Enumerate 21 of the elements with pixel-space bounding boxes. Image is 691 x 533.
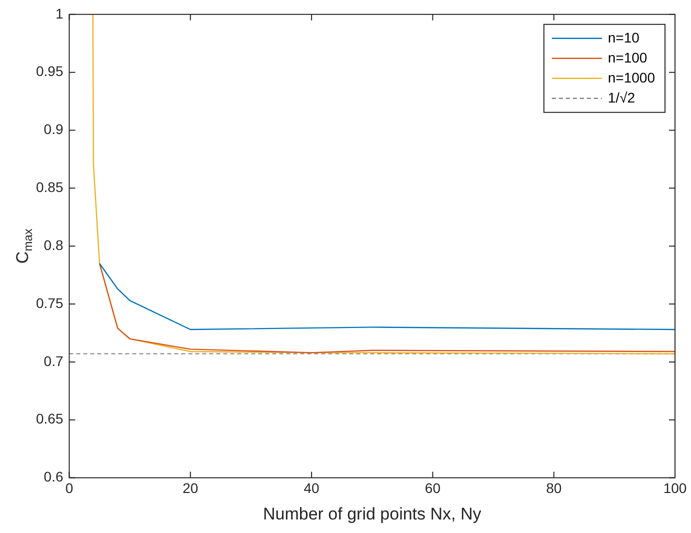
x-axis-title: Number of grid points Nx, Ny — [263, 504, 482, 524]
y-tick-label: 0.85 — [36, 179, 64, 196]
y-tick-label: 0.7 — [44, 352, 64, 369]
x-tick-label: 20 — [182, 480, 198, 496]
legend-label: n=10 — [608, 29, 640, 46]
y-tick-label: 0.6 — [44, 468, 64, 485]
y-tick-label: 0.95 — [36, 63, 64, 80]
y-axis-title: Cmax — [13, 228, 35, 264]
y-tick-label: 1 — [55, 5, 64, 22]
legend-label: n=1000 — [608, 69, 656, 86]
x-tick-label: 100 — [663, 480, 687, 496]
x-tick-label: 40 — [304, 480, 320, 496]
legend-label: n=100 — [608, 49, 648, 66]
x-tick-label: 80 — [546, 480, 562, 496]
y-tick-label: 0.8 — [44, 236, 64, 253]
x-tick-label: 60 — [424, 480, 441, 496]
y-tick-label: 0.9 — [44, 121, 64, 138]
y-tick-label: 0.75 — [36, 294, 64, 311]
y-tick-label: 0.65 — [36, 410, 64, 427]
legend-label: 1/√2 — [608, 89, 636, 106]
x-tick-label: 0 — [65, 480, 74, 496]
